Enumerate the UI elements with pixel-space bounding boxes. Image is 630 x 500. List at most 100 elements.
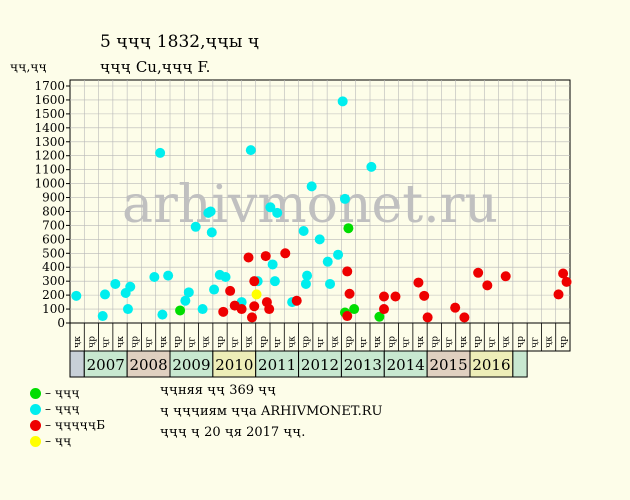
year-label: 2014 [387,356,425,374]
data-point [553,289,564,300]
y-tick-label: 1100 [34,163,65,177]
data-point [125,281,136,292]
data-point [209,284,220,295]
data-point [264,304,275,315]
quarter-label: ҷр [387,336,397,348]
data-point [342,266,353,277]
y-tick-label: 1200 [34,149,65,163]
quarter-label: ҷг [316,337,326,348]
data-point [175,305,186,316]
y-axis-label: ҷҷ,ҷҷ [10,60,47,74]
year-label: 2009 [172,356,210,374]
quarter-label: ҷр [345,336,355,348]
legend-label: – ҷҷҷҷҷБ [45,418,106,432]
y-tick-label: 100 [42,302,65,316]
data-point [300,278,311,289]
quarter-label: ҷг [102,337,112,348]
quarter-label: ҷр [302,336,312,348]
data-point [245,145,256,156]
data-point [450,302,461,313]
data-point [260,251,271,262]
legend-item: – ҷҷҷ [30,386,80,400]
quarter-row [69,322,571,352]
quarter-label: ҷк [287,336,297,348]
quarter-label: ҷк [159,336,169,348]
data-point [422,312,433,323]
quarter-label: ҷг [402,337,412,348]
year-label: 2013 [344,356,382,374]
year-cell [212,350,257,378]
y-tick-label: 300 [42,274,65,288]
y-tick-label: 0 [57,316,65,330]
quarter-label: ҷк [116,336,126,348]
quarter-label: ҷр [130,336,140,348]
legend-label: – ҷҷ [45,434,72,448]
data-point [97,311,108,322]
data-point [500,271,511,282]
data-point [459,312,470,323]
data-point [413,277,424,288]
data-point [291,295,302,306]
quarter-label: ҷр [473,336,483,348]
quarter-label: ҷг [487,337,497,348]
data-point [390,291,401,302]
data-point [243,252,254,263]
data-point [379,291,389,302]
year-cell [298,350,342,378]
year-label: 2015 [429,356,467,374]
quarter-label: ҷг [145,337,155,348]
y-tick-label: 1600 [34,93,65,107]
data-point [157,309,168,320]
legend-swatch [30,420,41,431]
data-point [374,311,385,322]
data-point [163,270,174,281]
data-point [180,295,191,306]
data-point [349,304,360,315]
year-cell [69,350,85,378]
y-tick-label: 900 [42,191,65,205]
data-point [236,304,247,315]
data-point [249,276,260,287]
data-point [71,290,82,301]
year-cell [169,350,214,378]
data-point [269,276,280,287]
y-tick-label: 400 [42,260,65,274]
data-point [366,161,377,172]
data-point [190,221,201,232]
year-cell [255,350,300,378]
quarter-label: ҷк [502,336,512,348]
y-tick-label: 500 [42,246,65,260]
year-cell [83,350,128,378]
y-tick-label: 1000 [34,177,65,191]
data-point [298,225,309,236]
data-point [225,285,236,296]
quarter-label: ҷк [330,336,340,348]
year-label: 2012 [301,356,339,374]
y-tick-label: 200 [42,288,65,302]
quarter-label: ҷр [516,336,526,348]
legend-label: – ҷҷҷ [45,386,80,400]
year-label: 2011 [258,356,296,374]
data-point [302,270,313,281]
data-point [122,304,133,315]
quarter-label: ҷг [530,337,540,348]
data-point [333,249,344,260]
quarter-label: ҷк [73,336,83,348]
note-line: ҷҷҷ ҷ 20 ҷя 2017 ҷҷ. [160,425,306,440]
legend-swatch [30,404,41,415]
data-point [265,202,276,213]
data-point [482,280,493,291]
data-point [325,278,336,289]
legend-item: – ҷҷҷ [30,402,80,416]
y-tick-label: 1400 [34,121,65,135]
data-point [272,207,283,218]
data-point [342,311,353,322]
data-point [197,304,208,315]
chart-title: 5 ҷҷҷ 1832,ҷҷы ҷ [100,32,260,52]
data-point [344,288,355,299]
y-tick-label: 1700 [34,79,65,93]
year-label: 2007 [87,356,125,374]
data-point [206,227,217,238]
quarter-label: ҷр [216,336,226,348]
legend-label: – ҷҷҷ [45,402,80,416]
